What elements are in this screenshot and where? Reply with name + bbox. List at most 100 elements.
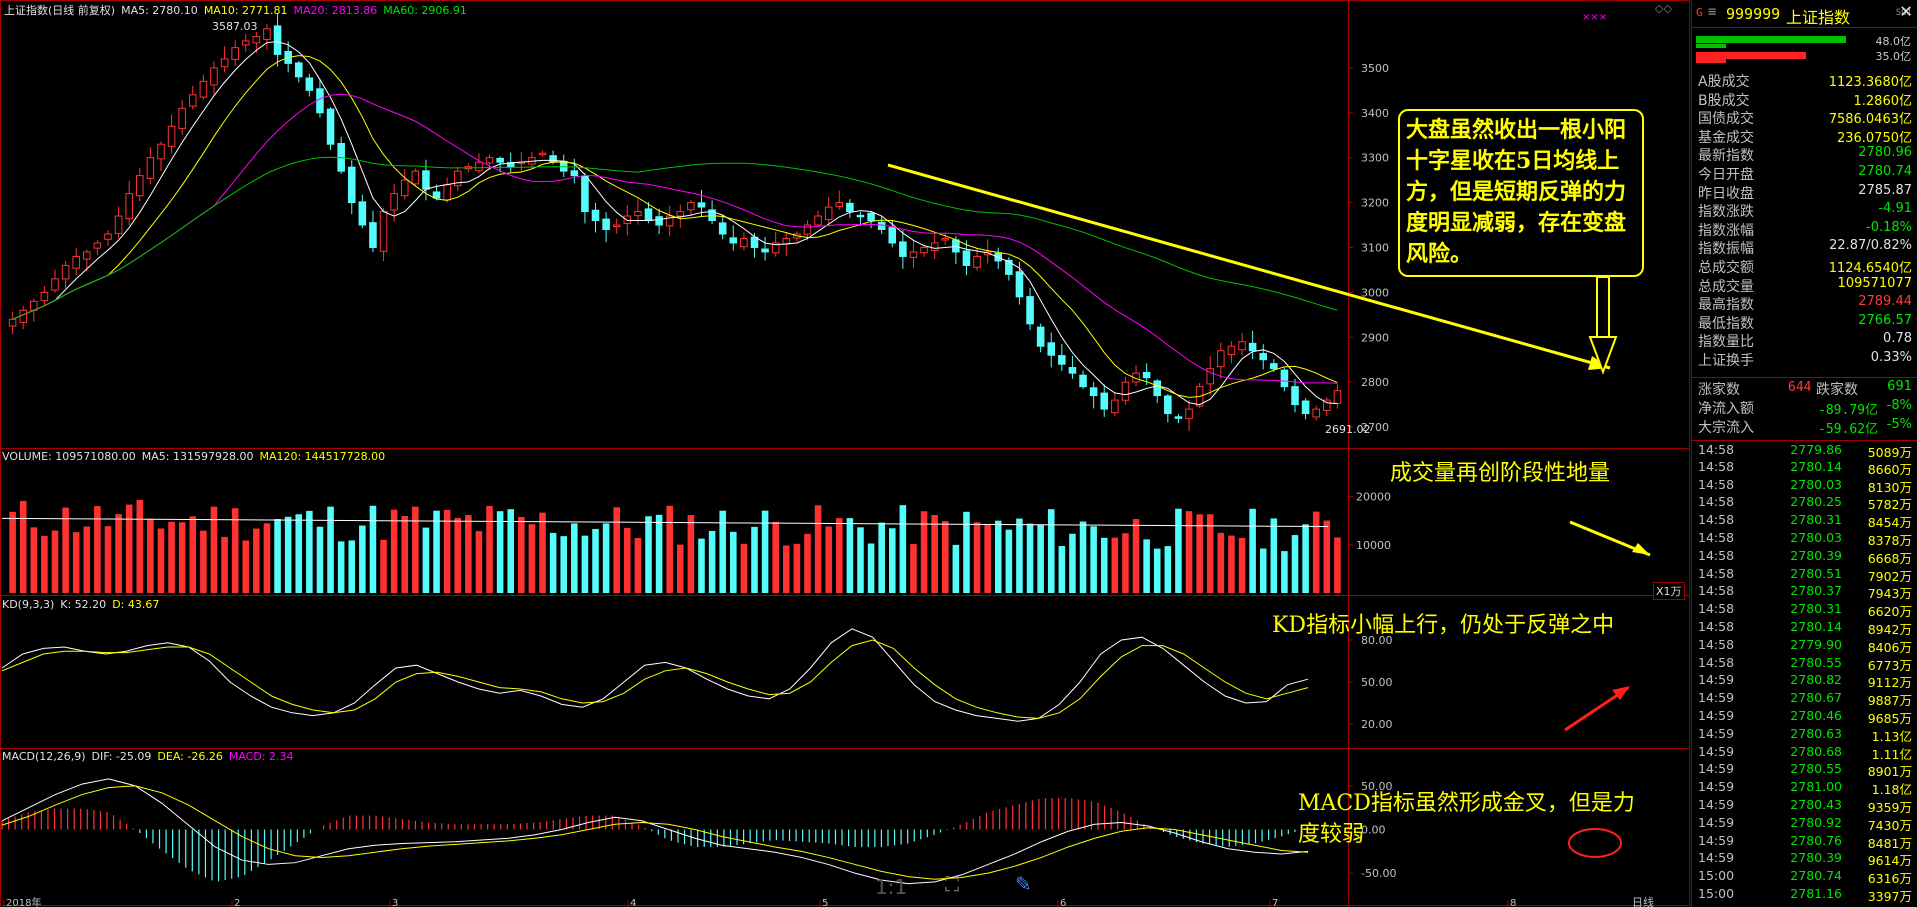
volume-bar	[306, 510, 313, 593]
kline-chart[interactable]: 3500 3400 3300 3200 3100 3000 2900 2800 2700 2000…	[0, 0, 1691, 907]
tick-volume: 9112万	[1867, 675, 1912, 691]
stat-row: 今日开盘 2780.74	[1692, 163, 1917, 183]
volume-bar	[751, 526, 758, 593]
volume-bar	[931, 515, 938, 593]
candle-body	[1259, 353, 1267, 361]
stat-value: 236.0750亿	[1836, 130, 1912, 146]
buy-bar-small	[1696, 44, 1726, 48]
candle-body	[1206, 368, 1215, 385]
sell-bar-small	[1696, 59, 1726, 63]
candle-body	[305, 77, 314, 91]
candle	[83, 249, 91, 272]
volume-bar	[518, 516, 525, 593]
candle-body	[634, 211, 642, 217]
volume-bar	[1047, 509, 1055, 593]
volume-bar	[624, 527, 631, 593]
ratio-label[interactable]: 1:1	[875, 875, 908, 899]
price-tick-label-8: 2700	[1361, 421, 1389, 434]
volume-bar	[920, 511, 928, 593]
stat-value: 2780.74	[1858, 164, 1912, 179]
flow-label: 大宗流入	[1698, 419, 1754, 436]
flow-row: 大宗流入 -59.62亿 -5%	[1692, 416, 1917, 437]
volume-bar	[581, 535, 589, 593]
volume-ma-line	[1, 517, 1329, 528]
volume-bar	[613, 507, 620, 593]
tick-price: 2780.31	[1790, 601, 1842, 617]
volume-tick-label-0: 20000	[1356, 491, 1391, 504]
tick-volume: 5089万	[1867, 445, 1912, 460]
stat-label: 总成交额	[1698, 260, 1754, 276]
candle-body	[506, 162, 515, 168]
candle-body	[83, 251, 91, 260]
candle	[1164, 394, 1172, 423]
candle	[771, 231, 780, 257]
close-icon[interactable]: ✕	[1899, 0, 1912, 22]
stat-value: 109571077	[1837, 275, 1912, 291]
candle-body	[125, 193, 133, 220]
candle	[1121, 376, 1130, 405]
candle	[1153, 379, 1162, 403]
tick-time: 14:59	[1698, 779, 1735, 795]
candle-body	[549, 155, 557, 163]
tick-price: 2780.92	[1790, 814, 1842, 830]
candle-body	[1227, 345, 1236, 356]
kd-d-line	[1, 639, 1309, 719]
fullscreen-icon[interactable]: ⛶	[945, 872, 959, 896]
tick-volume: 7902万	[1867, 568, 1912, 584]
volume-bar	[157, 528, 165, 593]
candle	[453, 166, 462, 191]
tick-time: 14:59	[1698, 797, 1735, 812]
down-arrow-shaft	[1596, 276, 1610, 338]
tick-row: 14:59 2780.92 7430万	[1692, 814, 1917, 833]
tick-time: 14:59	[1698, 672, 1735, 688]
tick-row: 14:58 2780.03 8378万	[1692, 529, 1917, 548]
candle-body	[973, 255, 981, 268]
volume-bar	[1090, 526, 1097, 593]
month-label-5: 6	[1060, 898, 1066, 907]
month-label-6: 7	[1272, 898, 1278, 907]
candle-body	[72, 255, 80, 269]
candle-body	[888, 227, 897, 244]
candle-body	[941, 237, 950, 241]
candle-body	[199, 80, 208, 98]
candle	[1058, 344, 1066, 371]
candle-body	[962, 250, 971, 266]
flow-label: 净流入额	[1698, 401, 1754, 417]
draw-tool-icon[interactable]: ✎	[1015, 872, 1032, 896]
stat-row: 昨日收盘 2785.87	[1692, 182, 1917, 202]
stat-value: 1124.6540亿	[1828, 261, 1912, 276]
volume-bar	[698, 538, 705, 593]
volume-bar	[539, 512, 546, 593]
volume-ma120: MA120: 144517728.00	[259, 450, 386, 463]
tick-volume: 6316万	[1867, 871, 1912, 887]
tick-volume: 9359万	[1867, 800, 1912, 815]
candle	[1132, 364, 1140, 387]
stat-row: 基金成交 236.0750亿	[1692, 126, 1917, 146]
candle	[93, 239, 102, 255]
tick-price: 2780.14	[1790, 619, 1842, 634]
tick-price: 2780.82	[1790, 672, 1842, 688]
volume-bar	[846, 518, 854, 593]
candle	[665, 205, 674, 237]
volume-bar	[412, 506, 419, 593]
kd-d: D: 43.67	[112, 598, 160, 611]
candle	[1089, 382, 1098, 409]
candle-body	[19, 309, 27, 323]
price-tick-label-5: 3000	[1361, 286, 1389, 299]
volume-bar	[1122, 533, 1129, 593]
candle-body	[114, 215, 123, 235]
menu-icon[interactable]: ≡	[1708, 4, 1717, 20]
kd-annotation: KD指标小幅上行，仍处于反弹之中	[1272, 613, 1615, 638]
volume-bar	[1312, 511, 1320, 593]
candle-body	[750, 236, 759, 248]
macd-dea-line	[1, 785, 1309, 880]
candle	[1047, 332, 1056, 368]
candle	[400, 168, 409, 200]
candle	[220, 46, 229, 73]
volume-bar	[337, 541, 345, 593]
tick-price: 2781.00	[1790, 779, 1842, 795]
volume-bar	[730, 531, 737, 593]
volume-bar	[1079, 521, 1087, 593]
volume-bar	[1100, 537, 1108, 593]
